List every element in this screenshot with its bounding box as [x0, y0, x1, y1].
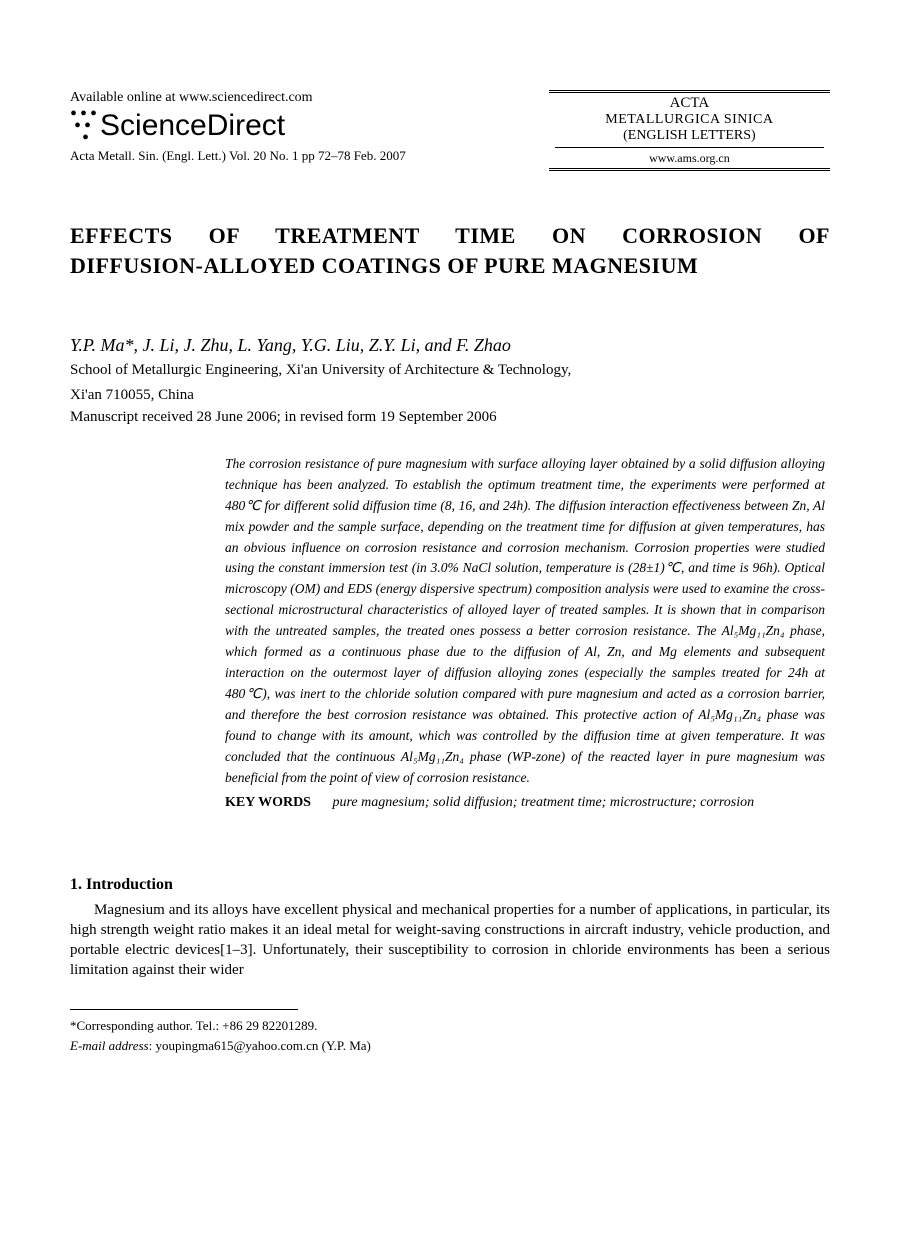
header-left: Available online at www.sciencedirect.co… — [70, 90, 488, 164]
header-row: Available online at www.sciencedirect.co… — [70, 90, 830, 171]
footnote-email-label: E-mail address — [70, 1038, 149, 1053]
available-online-text: Available online at www.sciencedirect.co… — [70, 90, 488, 106]
footnote-separator — [70, 1009, 298, 1010]
section-heading-introduction: 1. Introduction — [70, 876, 830, 894]
logo-dots-icon: • • • • • • — [70, 108, 96, 144]
affiliation-line2: Xi'an 710055, China — [70, 385, 830, 405]
journal-name-line1: ACTA — [549, 95, 830, 112]
abstract: The corrosion resistance of pure magnesi… — [225, 454, 825, 789]
footnote-corresponding: *Corresponding author. Tel.: +86 29 8220… — [70, 1016, 830, 1037]
paper-page: Available online at www.sciencedirect.co… — [0, 0, 900, 1117]
sciencedirect-logo: • • • • • • ScienceDirect — [70, 108, 488, 144]
footnote-email: E-mail address: youpingma615@yahoo.com.c… — [70, 1036, 830, 1057]
journal-name-line2: METALLURGICA SINICA — [549, 112, 830, 128]
introduction-paragraph: Magnesium and its alloys have excellent … — [70, 900, 830, 981]
keywords-label: KEY WORDS — [225, 795, 311, 810]
keywords-text: pure magnesium; solid diffusion; treatme… — [332, 795, 754, 810]
logo-text: ScienceDirect — [100, 109, 285, 143]
journal-name-line3: (ENGLISH LETTERS) — [549, 128, 830, 144]
title-line-1: EFFECTS OF TREATMENT TIME ON CORROSION O… — [70, 221, 830, 251]
journal-box: ACTA METALLURGICA SINICA (ENGLISH LETTER… — [549, 90, 830, 171]
journal-divider — [555, 147, 824, 148]
title-line-2: DIFFUSION-ALLOYED COATINGS OF PURE MAGNE… — [70, 251, 830, 281]
paper-title: EFFECTS OF TREATMENT TIME ON CORROSION O… — [70, 221, 830, 280]
manuscript-dates: Manuscript received 28 June 2006; in rev… — [70, 409, 830, 426]
keywords-row: KEY WORDS pure magnesium; solid diffusio… — [225, 795, 825, 811]
citation-text: Acta Metall. Sin. (Engl. Lett.) Vol. 20 … — [70, 148, 488, 164]
affiliation-line1: School of Metallurgic Engineering, Xi'an… — [70, 360, 830, 380]
footnote-email-value: : youpingma615@yahoo.com.cn (Y.P. Ma) — [149, 1038, 371, 1053]
author-list: Y.P. Ma*, J. Li, J. Zhu, L. Yang, Y.G. L… — [70, 335, 830, 356]
journal-url: www.ams.org.cn — [549, 151, 830, 166]
